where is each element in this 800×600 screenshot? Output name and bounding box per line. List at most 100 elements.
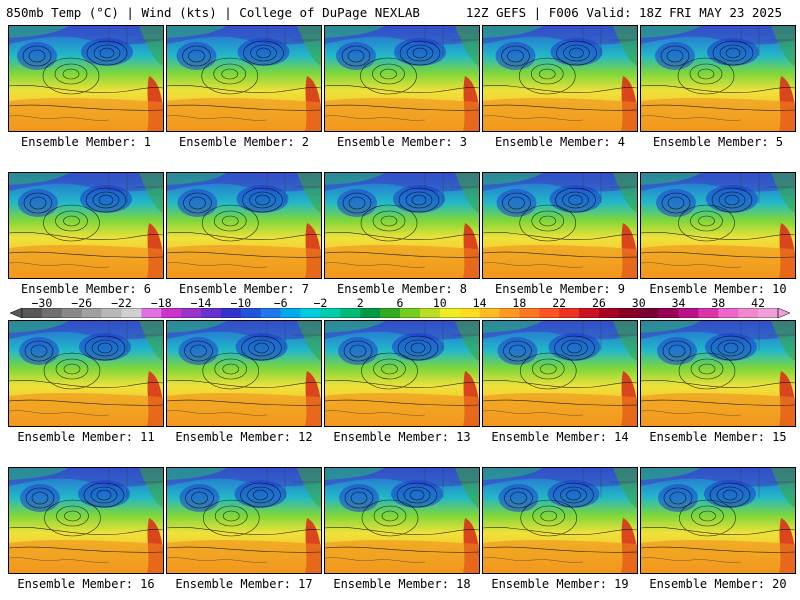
- map-field: [9, 321, 163, 426]
- ensemble-member-label: Ensemble Member: 15: [649, 430, 787, 444]
- colorbar-tick-label: 26: [592, 296, 606, 310]
- colorbar-tick-label: −22: [111, 296, 132, 310]
- map-field: [9, 468, 163, 573]
- ensemble-member-label: Ensemble Member: 13: [333, 430, 471, 444]
- map-field: [9, 173, 163, 278]
- ensemble-map[interactable]: [324, 25, 480, 132]
- ensemble-member-label: Ensemble Member: 5: [652, 135, 784, 149]
- colorbar-segment: [360, 308, 381, 318]
- colorbar-segment: [61, 308, 82, 318]
- colorbar-segment: [539, 308, 560, 318]
- colorbar-tick-label: 22: [552, 296, 567, 310]
- colorbar-segment: [141, 308, 162, 318]
- colorbar-tick-label: 6: [396, 296, 404, 310]
- colorbar-tick-label: 18: [512, 296, 527, 310]
- colorbar-tick-label: 30: [631, 296, 646, 310]
- colorbar-segment: [579, 308, 600, 318]
- colorbar-scale: [10, 308, 790, 318]
- colorbar-segment: [161, 308, 182, 318]
- ensemble-member-label: Ensemble Member: 16: [17, 577, 155, 591]
- colorbar-tick-label: 2: [356, 296, 364, 310]
- header-title-right: 12Z GEFS | F006 Valid: 18Z FRI MAY 23 20…: [465, 5, 782, 20]
- ensemble-map[interactable]: [324, 467, 480, 574]
- ensemble-member-label: Ensemble Member: 17: [175, 577, 313, 591]
- ensemble-map[interactable]: [640, 25, 796, 132]
- map-field: [641, 321, 795, 426]
- colorbar-segment: [758, 308, 779, 318]
- ensemble-map[interactable]: [482, 25, 638, 132]
- ensemble-member-label: Ensemble Member: 4: [494, 135, 626, 149]
- ensemble-member-label: Ensemble Member: 20: [649, 577, 787, 591]
- colorbar-segment: [618, 308, 640, 318]
- ensemble-map[interactable]: [324, 172, 480, 279]
- ensemble-map[interactable]: [166, 320, 322, 427]
- colorbar-tick-label: 10: [432, 296, 447, 310]
- map-field: [325, 173, 479, 278]
- colorbar-segment: [81, 308, 102, 318]
- colorbar-segment: [638, 308, 659, 318]
- map-field: [325, 26, 479, 131]
- ensemble-member-label: Ensemble Member: 6: [20, 282, 152, 296]
- colorbar-tick-label: −30: [31, 296, 53, 310]
- ensemble-map[interactable]: [482, 467, 638, 574]
- colorbar-segment: [738, 308, 759, 318]
- ensemble-map[interactable]: [166, 467, 322, 574]
- map-field: [483, 26, 637, 131]
- map-field: [167, 173, 321, 278]
- ensemble-map[interactable]: [482, 320, 638, 427]
- map-field: [483, 468, 637, 573]
- colorbar-tick-label: 38: [711, 296, 726, 310]
- colorbar-right-arrow: [777, 308, 790, 318]
- colorbar-segment: [22, 308, 43, 318]
- ensemble-map[interactable]: [482, 172, 638, 279]
- colorbar-segment: [559, 308, 580, 318]
- colorbar-tick-label: 14: [472, 296, 487, 310]
- colorbar-segment: [400, 308, 421, 318]
- ensemble-map[interactable]: [8, 320, 164, 427]
- map-field: [641, 173, 795, 278]
- ensemble-map[interactable]: [8, 25, 164, 132]
- ensemble-member-label: Ensemble Member: 18: [333, 577, 471, 591]
- ensemble-map[interactable]: [640, 172, 796, 279]
- map-field: [9, 26, 163, 131]
- colorbar-segment: [499, 308, 520, 318]
- colorbar-outline: [21, 308, 779, 318]
- colorbar-segment: [101, 308, 122, 318]
- map-field: [483, 173, 637, 278]
- header-title-left: 850mb Temp (°C) | Wind (kts) | College o…: [6, 5, 420, 20]
- colorbar-tick-label: −18: [150, 296, 172, 310]
- colorbar-segment: [718, 308, 739, 318]
- ensemble-map[interactable]: [8, 172, 164, 279]
- ensemble-member-label: Ensemble Member: 3: [336, 135, 468, 149]
- ensemble-map[interactable]: [324, 320, 480, 427]
- colorbar-segment: [678, 308, 699, 318]
- ensemble-map[interactable]: [8, 467, 164, 574]
- colorbar-tick-label: −6: [273, 296, 288, 310]
- ensemble-map[interactable]: [640, 320, 796, 427]
- ensemble-member-label: Ensemble Member: 10: [649, 282, 787, 296]
- colorbar-tick-label: 42: [751, 296, 766, 310]
- colorbar-segment: [419, 308, 441, 318]
- colorbar-segment: [519, 308, 540, 318]
- map-field: [325, 468, 479, 573]
- colorbar-left-arrow: [10, 308, 23, 318]
- colorbar-segment: [658, 308, 679, 318]
- ensemble-map[interactable]: [640, 467, 796, 574]
- colorbar-segment: [439, 308, 460, 318]
- temperature-colorbar: −30 −26 −22 −18 −14 −10 −6 −2 2 6 10 14 18 22 26 30 34 38…: [0, 296, 800, 320]
- colorbar-labels: −30 −26 −22 −18 −14 −10 −6 −2 2 6 10 14 18 22 26 30 34 38…: [0, 296, 800, 310]
- colorbar-segment: [41, 308, 63, 318]
- colorbar-tick-label: −2: [313, 296, 328, 310]
- colorbar-segment: [300, 308, 321, 318]
- colorbar-segment: [598, 308, 620, 318]
- colorbar-segment: [280, 308, 301, 318]
- ensemble-member-label: Ensemble Member: 1: [20, 135, 152, 149]
- ensemble-member-label: Ensemble Member: 8: [336, 282, 468, 296]
- ensemble-member-label: Ensemble Member: 19: [491, 577, 629, 591]
- colorbar-segment: [340, 308, 361, 318]
- map-field: [167, 26, 321, 131]
- colorbar-tick-label: 34: [671, 296, 686, 310]
- ensemble-map[interactable]: [166, 25, 322, 132]
- ensemble-map[interactable]: [166, 172, 322, 279]
